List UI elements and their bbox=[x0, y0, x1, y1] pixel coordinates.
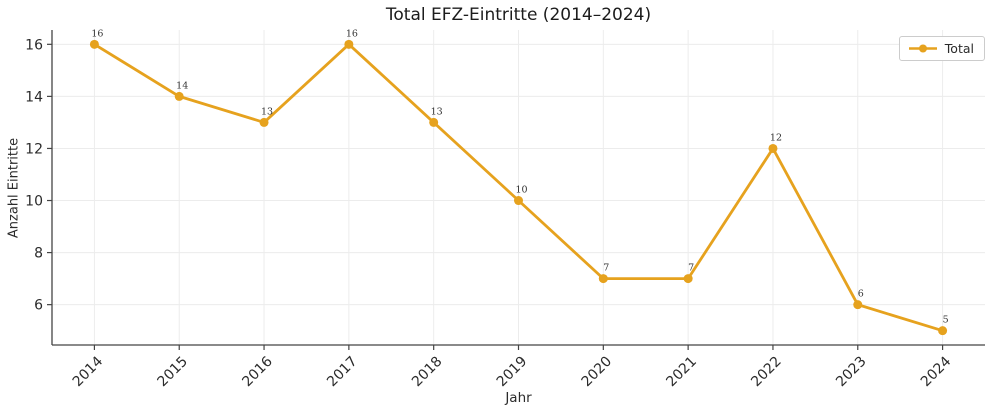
data-point-label: 10 bbox=[515, 185, 527, 196]
data-point-label: 12 bbox=[770, 132, 782, 143]
y-tick-label: 10 bbox=[25, 194, 43, 210]
y-tick-label: 12 bbox=[25, 141, 43, 157]
x-tick-label: 2022 bbox=[748, 354, 785, 391]
data-point-marker bbox=[853, 300, 863, 310]
legend-marker-dot bbox=[918, 44, 927, 53]
legend-line-marker-icon bbox=[908, 44, 937, 53]
x-axis-label: Jahr bbox=[505, 390, 532, 406]
data-point-label: 16 bbox=[91, 28, 103, 39]
x-tick-label: 2023 bbox=[833, 354, 870, 391]
data-point-label: 14 bbox=[176, 80, 188, 91]
data-point-marker bbox=[259, 117, 269, 127]
y-tick-label: 14 bbox=[25, 89, 43, 105]
y-tick-label: 6 bbox=[34, 298, 43, 314]
x-tick-label: 2017 bbox=[324, 354, 361, 391]
y-tick-label: 8 bbox=[34, 246, 43, 262]
x-tick-label: 2024 bbox=[918, 353, 955, 390]
data-point-marker bbox=[683, 274, 693, 284]
data-point-label: 7 bbox=[688, 263, 694, 274]
x-tick-label: 2015 bbox=[155, 354, 192, 391]
x-tick-label: 2018 bbox=[409, 354, 446, 391]
data-point-marker bbox=[768, 143, 778, 153]
data-point-marker bbox=[174, 91, 184, 101]
data-point-label: 13 bbox=[261, 106, 273, 117]
legend-label: Total bbox=[944, 41, 974, 56]
x-tick-label: 2014 bbox=[70, 353, 107, 390]
chart-title: Total EFZ-Eintritte (2014–2024) bbox=[385, 5, 652, 25]
data-point-label: 6 bbox=[858, 289, 864, 300]
y-tick-label: 16 bbox=[25, 37, 43, 53]
data-point-label: 7 bbox=[603, 263, 609, 274]
data-point-label: 5 bbox=[943, 315, 949, 326]
data-point-label: 16 bbox=[346, 28, 358, 39]
data-point-marker bbox=[938, 326, 948, 336]
data-point-label: 13 bbox=[431, 106, 443, 117]
x-tick-label: 2021 bbox=[663, 354, 700, 391]
x-tick-label: 2019 bbox=[494, 354, 531, 391]
data-point-marker bbox=[429, 117, 439, 127]
data-point-marker bbox=[344, 39, 354, 49]
data-point-marker bbox=[598, 274, 608, 284]
legend[interactable]: Total bbox=[898, 36, 985, 61]
x-tick-label: 2020 bbox=[579, 354, 616, 391]
x-tick-label: 2016 bbox=[239, 353, 276, 390]
data-point-marker bbox=[89, 39, 99, 49]
data-point-marker bbox=[514, 196, 523, 206]
